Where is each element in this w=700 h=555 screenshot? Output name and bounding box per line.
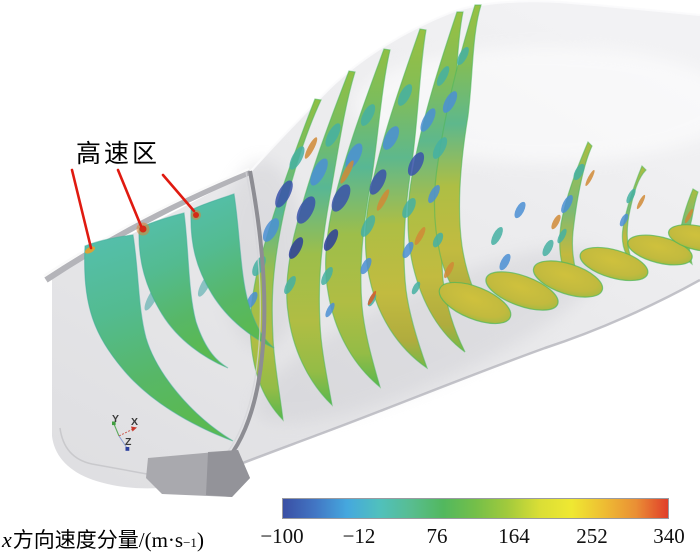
turbulence-blob bbox=[542, 239, 554, 257]
z-axis-line bbox=[118, 435, 128, 449]
turbulence-blob bbox=[684, 208, 694, 224]
turbulence-blob bbox=[407, 152, 425, 176]
turbulence-blob bbox=[420, 108, 436, 132]
turbulence-blob bbox=[636, 194, 646, 210]
turbulence-blob bbox=[376, 189, 390, 211]
turbulence-blob bbox=[573, 163, 585, 181]
turbulence-blob bbox=[325, 123, 341, 147]
turbulence-blob bbox=[382, 126, 400, 150]
colorbar-tick: −12 bbox=[342, 524, 376, 548]
axes-triad: Y X Z bbox=[112, 413, 138, 451]
inlet-slice bbox=[84, 234, 234, 442]
turbulence-blob bbox=[619, 213, 629, 227]
colorbar-label-close: ) bbox=[196, 528, 204, 552]
turbulence-blob bbox=[275, 180, 293, 208]
turbulence-blob bbox=[323, 229, 339, 251]
casing-edge-line bbox=[206, 170, 267, 478]
slice-foot bbox=[438, 281, 512, 325]
turbulence-blob bbox=[296, 196, 316, 224]
turbulence-blob bbox=[331, 184, 351, 212]
inlet-lip-band bbox=[44, 169, 252, 283]
high-speed-dot bbox=[193, 212, 199, 218]
turbulence-blob bbox=[402, 241, 414, 259]
x-axis-label: X bbox=[131, 416, 138, 428]
turbulence-blob bbox=[432, 232, 444, 248]
high-speed-annotation: 高速区 bbox=[70, 140, 196, 250]
turbulence-blob bbox=[561, 194, 573, 214]
colorbar-tick: 76 bbox=[426, 524, 448, 548]
slice-foot bbox=[532, 260, 604, 298]
high-speed-smudge bbox=[84, 246, 96, 254]
y-axis-line bbox=[113, 423, 120, 437]
annotation-arrow bbox=[70, 168, 93, 250]
turbulence-blob bbox=[491, 226, 503, 246]
slice-feet bbox=[438, 224, 700, 325]
velocity-slice bbox=[249, 98, 322, 422]
x-axis-arrowhead bbox=[131, 426, 137, 432]
turbulence-blob bbox=[436, 66, 450, 86]
turbulence-blob bbox=[345, 143, 363, 169]
z-axis-label: Z bbox=[125, 436, 132, 448]
colorbar-label: x 方向速度分量/(m·s −1) bbox=[2, 524, 204, 554]
casing-edge bbox=[146, 170, 267, 497]
turbulence-blob bbox=[321, 266, 333, 286]
turbulence-blob bbox=[442, 91, 458, 113]
inlet-slice bbox=[138, 212, 229, 369]
colorbar-tick: 340 bbox=[653, 524, 685, 548]
turbulence-blob bbox=[397, 84, 413, 106]
turbulence-blob bbox=[444, 261, 454, 279]
colorbar-label-exponent: −1 bbox=[183, 535, 197, 550]
turbulence-blob bbox=[360, 215, 376, 237]
annotation-arrow bbox=[116, 168, 143, 228]
turbulence-blob bbox=[457, 46, 469, 66]
turbulence-blob bbox=[289, 146, 305, 170]
duct-top-rim bbox=[249, 0, 700, 173]
y-axis-marker bbox=[112, 421, 116, 426]
colorbar-tick: −100 bbox=[260, 524, 304, 548]
turbulence-blob bbox=[304, 137, 318, 159]
casing-edge-highlight bbox=[205, 171, 261, 473]
turbulence-blob bbox=[411, 281, 421, 295]
x-axis-line bbox=[118, 428, 134, 437]
turbulence-blob bbox=[414, 227, 426, 245]
turbulence-blob bbox=[360, 104, 376, 126]
turbulence-blob bbox=[432, 137, 448, 159]
turbulence-blob bbox=[557, 228, 567, 244]
turbulence-blob bbox=[369, 169, 387, 195]
turbulence-blob bbox=[626, 188, 636, 204]
turbulence-blob bbox=[499, 253, 511, 271]
turbulence-blob bbox=[340, 160, 354, 184]
inlet-lip-highlight bbox=[43, 167, 250, 278]
duct-bottom-rim bbox=[194, 278, 700, 484]
z-axis-marker bbox=[125, 447, 130, 451]
turbulence-blob bbox=[514, 201, 526, 219]
turbulence-blob bbox=[402, 198, 416, 218]
turbulence-blob bbox=[284, 275, 296, 295]
turbulence-blob bbox=[288, 237, 304, 259]
colorbar-tick: 252 bbox=[576, 524, 608, 548]
turbulence-blob bbox=[325, 302, 335, 318]
colorbar-gradient bbox=[282, 498, 669, 519]
front-face-outline bbox=[59, 427, 159, 477]
slice-foot bbox=[579, 246, 649, 282]
turbulence-blob bbox=[310, 158, 328, 186]
colorbar-tick: 164 bbox=[498, 524, 530, 548]
annotation-label: 高速区 bbox=[76, 140, 160, 168]
turbulence-blob bbox=[585, 169, 595, 187]
y-axis-label: Y bbox=[112, 413, 119, 425]
colorbar-label-text: 方向速度分量/(m·s bbox=[12, 528, 184, 552]
colorbar-label-variable: x bbox=[2, 527, 12, 552]
slice-foot bbox=[667, 224, 700, 252]
slice-foot bbox=[485, 271, 559, 311]
turbulence-blob bbox=[360, 257, 372, 275]
turbulence-blob bbox=[367, 290, 377, 306]
turbulence-blob bbox=[428, 184, 440, 204]
annotation-arrow bbox=[161, 173, 196, 213]
turbulence-blob bbox=[551, 214, 561, 230]
casing-foot-shadow bbox=[206, 450, 250, 497]
turbulence-blob bbox=[262, 218, 280, 242]
